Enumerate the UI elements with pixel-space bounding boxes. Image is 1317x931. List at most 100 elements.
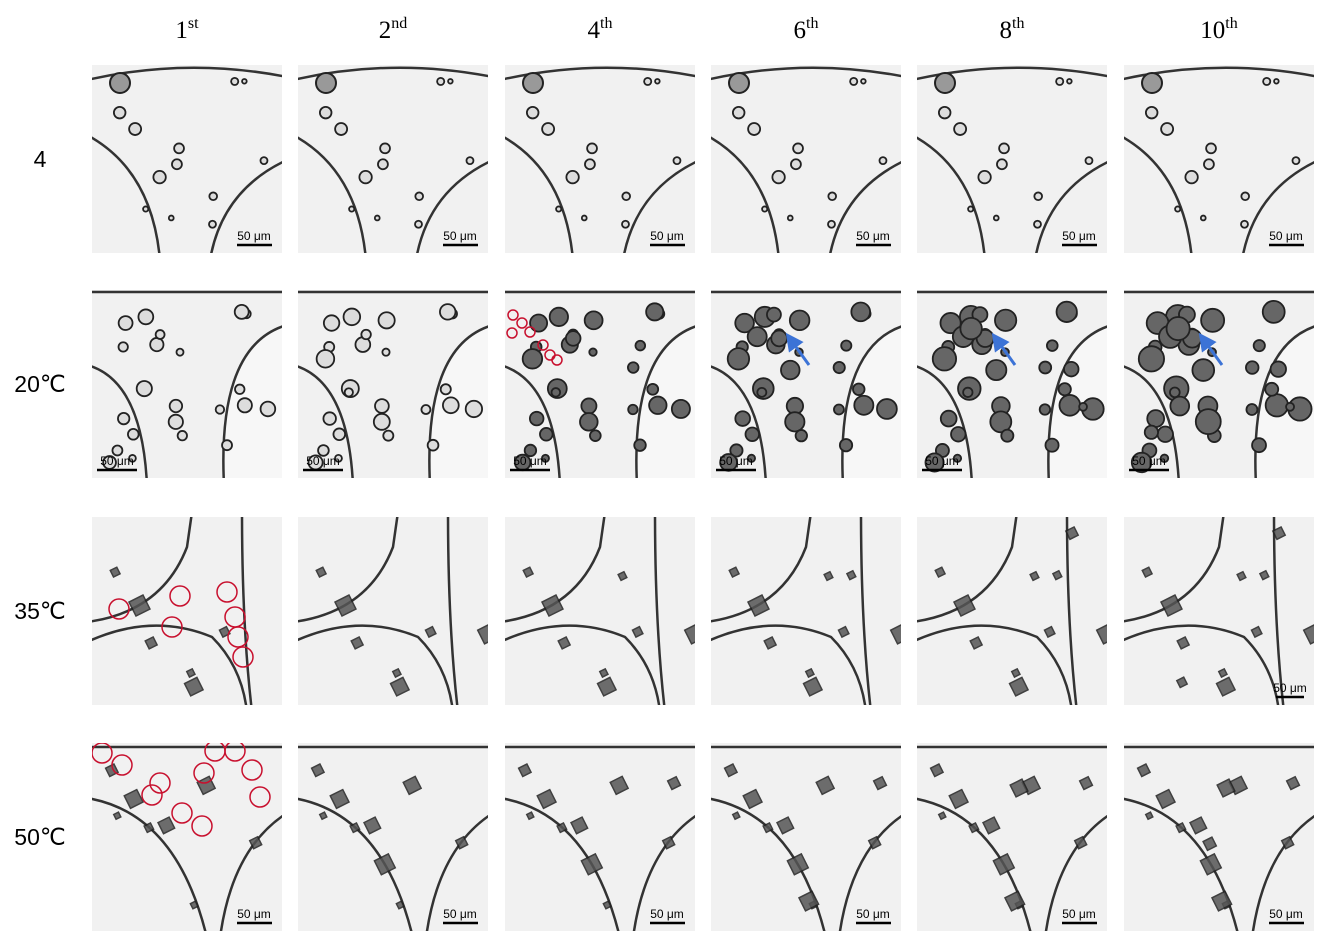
scale-bar-label: 50 μm [306,454,340,468]
header-suffix: th [1012,15,1024,32]
particle [318,105,333,120]
highlight-circle [537,339,549,351]
interface-line [1124,797,1239,931]
crystal-cluster [522,72,544,94]
crystal [1141,566,1154,579]
interface-line [505,797,620,931]
highlight-circle [92,743,113,764]
crystal [845,569,857,581]
particle [128,122,143,136]
interface-line [425,814,488,931]
panel-content: 50 μm [711,290,901,478]
crystal [1010,667,1021,679]
panel-content: 50 μm [917,290,1107,478]
particle [998,142,1010,155]
crystal [536,788,558,810]
particle [744,426,760,442]
panel-content: 50 μm [92,743,282,931]
particle [852,382,866,396]
highlight-circle [171,802,193,824]
particle [234,383,246,395]
scale-bar-label: 50 μm [1132,454,1166,468]
particle [1066,78,1073,85]
column-header: 2nd [379,15,408,44]
interface-line [917,136,986,253]
particle [1058,394,1082,417]
crystal [992,852,1016,876]
particle [374,398,390,414]
crystal [1250,625,1263,639]
micrograph-panel: 50 μm [711,290,901,478]
particle [756,386,768,398]
particle [334,122,349,136]
particle [230,76,240,86]
scale-bar-label: 50 μm [650,229,684,243]
micrograph-panel: 50 μm [92,290,282,478]
crystal [631,625,644,639]
crystal [731,811,741,821]
particle [1291,156,1301,166]
particle [343,387,354,398]
scale-bar-label: 50 μm [513,454,547,468]
particle [154,329,166,340]
highlight-circle [507,309,519,321]
crystal [1008,676,1030,697]
row-label: 4 [34,146,47,172]
crystal [1280,835,1295,850]
crystal [218,625,231,639]
panel-background [711,65,901,253]
particle [241,78,248,85]
crystal [746,594,770,618]
crystal [797,890,820,912]
interface-line [1065,517,1078,705]
crystal [872,775,888,791]
scale-bar-label: 50 μm [1269,229,1303,243]
particle [1194,408,1222,436]
header-number: 4 [588,17,601,44]
crystal-cluster [315,72,337,94]
crystal-cluster [934,72,956,94]
highlight-circle [169,585,191,607]
particle [1159,453,1170,463]
crystal [968,821,980,834]
particle [977,169,992,185]
particle [827,191,837,202]
header-number: 6 [794,17,807,44]
crystal [1210,890,1233,912]
panel-content: 50 μm [1124,65,1314,253]
particle [1078,401,1088,412]
particle [729,443,744,458]
particle [579,412,599,432]
particle [849,76,859,86]
crystal [1258,569,1270,581]
crystal [609,775,630,796]
particle [788,309,811,332]
panel-background [92,65,282,253]
crystal [123,788,145,810]
panel-background [505,743,695,931]
crystal [112,811,122,821]
particle [621,191,631,202]
interface-line [711,66,901,81]
particle [876,398,898,420]
crystal [1302,624,1314,645]
particle [334,453,343,463]
particle [208,219,217,229]
header-number: 8 [1000,17,1013,44]
particle [584,158,596,171]
crystal [1215,676,1237,697]
particle [967,205,975,213]
particle [128,454,137,463]
particle [442,396,460,415]
interface-line [1124,136,1193,253]
scale-bar-label: 50 μm [856,907,890,921]
crystal [1159,594,1183,618]
interface-line [1044,814,1107,931]
crystal [556,821,568,834]
scale-bar-label: 50 μm [856,229,890,243]
crystal [602,900,613,910]
interface-line [711,624,867,705]
interface-line [623,161,695,253]
particle [786,214,794,222]
row-label: 20℃ [14,371,65,397]
